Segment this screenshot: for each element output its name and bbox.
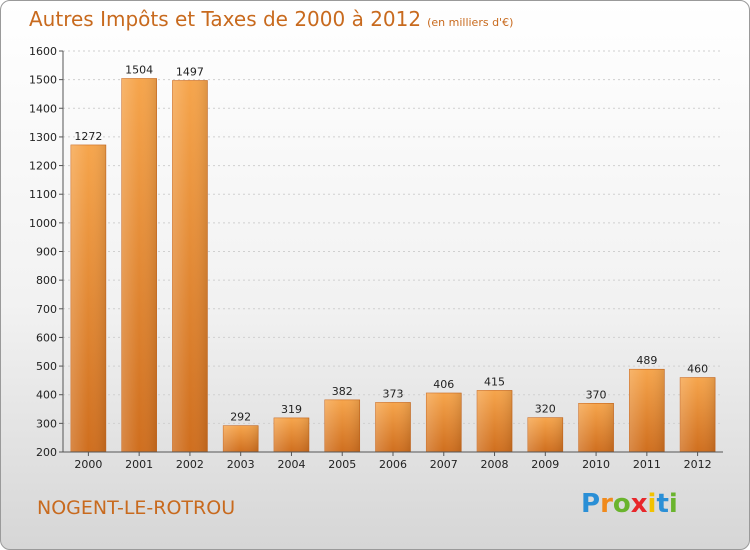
value-label: 1497 <box>176 66 204 79</box>
x-tick-label: 2000 <box>74 458 102 471</box>
logo-letter: r <box>600 489 613 519</box>
x-tick-label: 2009 <box>531 458 559 471</box>
logo-letter: t <box>656 489 669 519</box>
bar-shade <box>70 144 106 452</box>
value-label: 292 <box>230 411 251 424</box>
bar-chart: 1272 1504 1497 292 319 382 373 406 415 320 370 489 4… <box>29 45 723 471</box>
y-tick-label: 600 <box>36 331 57 344</box>
y-tick-label: 400 <box>36 389 57 402</box>
value-label: 406 <box>433 378 454 391</box>
x-tick-label: 2010 <box>582 458 610 471</box>
logo-letter: i <box>668 489 678 519</box>
y-tick-label: 300 <box>36 417 57 430</box>
value-label: 320 <box>535 403 556 416</box>
logo-letter: x <box>630 489 648 519</box>
y-tick-label: 1400 <box>29 102 57 115</box>
bar-shade <box>273 417 309 452</box>
value-label: 415 <box>484 375 505 388</box>
x-tick-label: 2008 <box>481 458 509 471</box>
title-text: Autres Impôts et Taxes de 2000 à 2012 <box>29 7 422 31</box>
y-tick-label: 1600 <box>29 45 57 58</box>
y-tick-label: 1200 <box>29 160 57 173</box>
value-label: 1272 <box>74 130 102 143</box>
y-tick-label: 200 <box>36 446 57 459</box>
y-tick-label: 700 <box>36 303 57 316</box>
y-tick-label: 1000 <box>29 217 57 230</box>
logo-letter: P <box>581 489 601 519</box>
y-tick-label: 1500 <box>29 74 57 87</box>
bar-shade <box>629 369 665 452</box>
value-label: 319 <box>281 403 302 416</box>
bar-shade <box>121 78 157 453</box>
bar-shade <box>426 392 462 452</box>
proxiti-logo: Proxiti <box>581 489 678 519</box>
x-tick-label: 2011 <box>633 458 661 471</box>
bar-shade <box>680 377 716 452</box>
value-label: 489 <box>636 354 657 367</box>
y-tick-label: 500 <box>36 360 57 373</box>
chart-title: Autres Impôts et Taxes de 2000 à 2012 (en… <box>29 7 513 31</box>
y-tick-label: 1100 <box>29 188 57 201</box>
bar-shade <box>223 425 259 452</box>
x-tick-label: 2005 <box>328 458 356 471</box>
x-tick-label: 2003 <box>227 458 255 471</box>
y-tick-label: 1300 <box>29 131 57 144</box>
x-tick-label: 2004 <box>277 458 305 471</box>
logo-letter: i <box>647 489 657 519</box>
value-label: 370 <box>586 388 607 401</box>
x-tick-label: 2006 <box>379 458 407 471</box>
x-tick-label: 2007 <box>430 458 458 471</box>
bar-shade <box>578 403 614 452</box>
logo-letter: o <box>612 489 631 519</box>
bar-shade <box>172 80 208 453</box>
bar-shade <box>477 390 513 452</box>
x-tick-label: 2012 <box>684 458 712 471</box>
bar-shade <box>375 402 411 452</box>
commune-name: NOGENT-LE-ROTROU <box>37 497 236 519</box>
bar-shade <box>324 399 360 452</box>
y-tick-label: 900 <box>36 246 57 259</box>
value-label: 382 <box>332 385 353 398</box>
unit-label: (en milliers d'€) <box>427 16 514 29</box>
y-tick-label: 800 <box>36 274 57 287</box>
bar-shade <box>527 417 563 452</box>
value-label: 373 <box>383 387 404 400</box>
value-label: 460 <box>687 363 708 376</box>
value-label: 1504 <box>125 63 153 76</box>
x-tick-label: 2002 <box>176 458 204 471</box>
x-tick-label: 2001 <box>125 458 153 471</box>
